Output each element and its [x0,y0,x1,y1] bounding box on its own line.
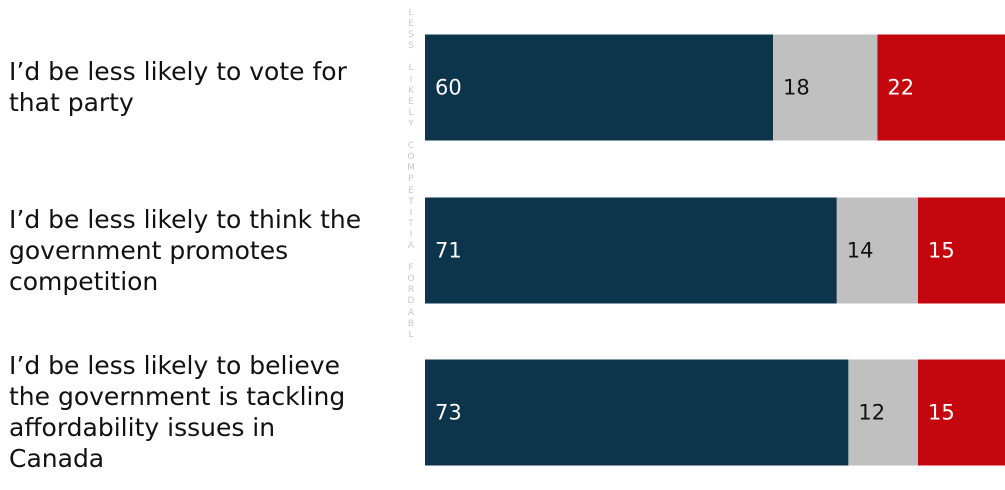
bar-segment [773,34,878,141]
data-label: 22 [887,76,914,100]
category-label: I’d be less likely to think the governmen… [9,204,404,297]
vertical-text-char: F [408,263,414,274]
category-label: I’d be less likely to vote for that party [9,56,404,118]
vertical-text-char: A [407,307,415,318]
data-label: 18 [783,76,810,100]
data-label: 15 [928,401,955,425]
category-label: I’d be less likely to believe the governm… [9,350,404,474]
vertical-text-char: D [407,296,415,307]
data-label: 12 [858,401,885,425]
vertical-text-char: I [409,74,413,85]
vertical-text-char: B [407,318,415,329]
category-label-line: Canada [9,444,105,473]
bar-segment [877,34,1005,141]
vertical-text-char: E [408,185,414,196]
category-label-line: I’d be less likely to believe [9,351,340,380]
data-label: 71 [435,239,462,263]
data-label: 14 [847,239,874,263]
category-label-line: that party [9,88,134,117]
bar-segment [425,197,837,304]
category-label-line: government promotes [9,235,289,265]
vertical-text-char: S [408,30,414,41]
vertical-text-char: L [408,107,414,118]
vertical-text-char: T [408,196,414,207]
bar-segment [425,359,849,466]
category-label-line: the government is tackling [9,382,346,411]
data-label: 73 [435,401,462,425]
category-label-line: I’d be less likely to vote for [9,57,347,86]
vertical-text-char: L [408,8,414,18]
bar-segment [425,34,773,141]
vertical-text-char: E [408,19,414,30]
vertical-text-char: O [407,152,415,163]
category-label-line: competition [9,266,159,296]
vertical-text-char: T [408,218,414,229]
vertical-text-char: E [408,96,414,107]
vertical-text-char: C [407,141,415,152]
data-label: 15 [928,239,955,263]
vertical-text-char: O [407,274,415,285]
vertical-text-char: L [408,63,414,74]
vertical-text-char: P [408,174,414,185]
vertical-text-char: M [407,163,415,174]
vertical-text-char: K [408,85,414,96]
vertical-text-char: Y [408,118,414,129]
vertical-text-char: I [409,229,413,240]
bar-segment [836,197,918,304]
data-label: 60 [435,76,462,100]
bar-segment [918,197,1005,304]
vertical-text-char: I [409,207,413,218]
vertical-text-char: L [408,329,414,340]
vertical-text-char: S [408,41,414,52]
bar-segment [848,359,918,466]
category-label-line: affordability issues in [9,413,276,442]
category-label-line: I’d be less likely to think the [9,204,362,234]
vertical-text-char: A [407,240,415,251]
vertical-text-char: R [407,285,415,296]
bar-segment [918,359,1005,466]
